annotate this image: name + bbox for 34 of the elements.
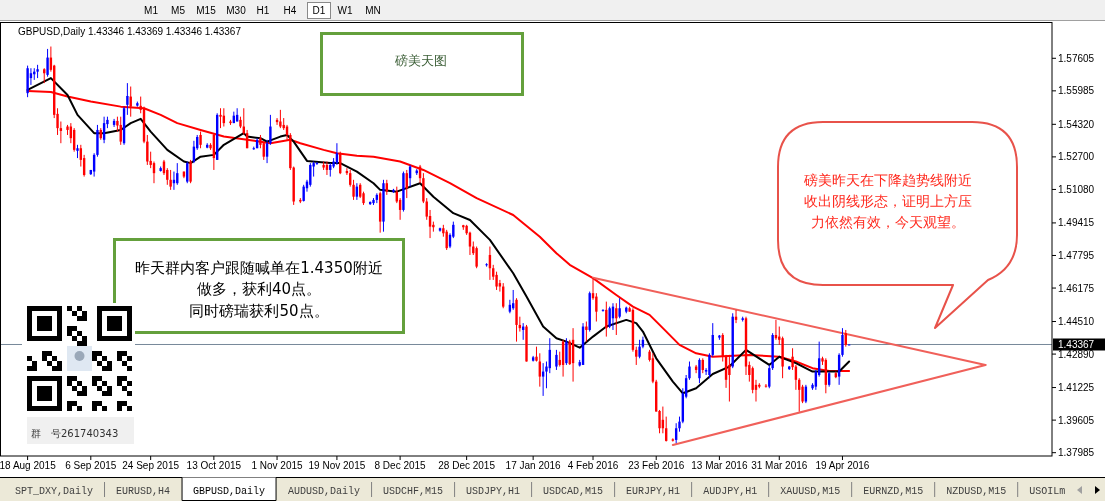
x-tick-label: 13 Mar 2016 xyxy=(691,460,748,471)
y-tick-label: 1.52700 xyxy=(1058,151,1095,163)
x-tick-label: 31 Mar 2016 xyxy=(751,460,808,471)
y-tick-label: 1.44510 xyxy=(1058,316,1095,328)
y-tick-label: 1.46175 xyxy=(1058,282,1095,294)
annotation: 群 号261740343 xyxy=(31,428,119,439)
y-tick-label: 1.47795 xyxy=(1058,249,1095,261)
x-tick-label: 24 Sep 2015 xyxy=(122,460,180,471)
ref-line-label: 1.43367 xyxy=(1058,339,1095,351)
x-tick-label: 19 Nov 2015 xyxy=(308,460,366,471)
y-tick-label: 1.42890 xyxy=(1058,348,1095,360)
annotation: 同时磅瑞获利50点。 xyxy=(189,302,329,320)
x-tick-label: 6 Sep 2015 xyxy=(65,460,117,471)
y-tick-label: 1.49415 xyxy=(1058,217,1095,229)
x-tick-label: 19 Apr 2016 xyxy=(815,460,870,471)
x-tick-label: 18 Aug 2015 xyxy=(0,460,57,471)
annotation: 磅美天图 xyxy=(394,53,447,68)
y-tick-label: 1.51080 xyxy=(1058,183,1095,195)
y-tick-label: 1.54320 xyxy=(1058,118,1095,130)
y-tick-label: 1.37985 xyxy=(1058,447,1095,459)
x-tick-label: 17 Jan 2016 xyxy=(505,460,562,471)
x-tick-label: 1 Nov 2015 xyxy=(251,460,304,471)
x-tick-label: 13 Oct 2015 xyxy=(186,460,242,471)
y-tick-label: 1.55985 xyxy=(1058,85,1095,97)
chart-title: GBPUSD,Daily 1.43346 1.43369 1.43346 1.43367 xyxy=(18,26,242,37)
annotation: 昨天群内客户跟随喊单在1.4350附近做多，获利40点。 xyxy=(135,259,383,298)
y-tick-label: 1.39605 xyxy=(1058,414,1095,426)
x-tick-label: 23 Feb 2016 xyxy=(628,460,685,471)
x-tick-label: 8 Dec 2015 xyxy=(374,460,427,471)
x-tick-label: 28 Dec 2015 xyxy=(438,460,496,471)
y-tick-label: 1.57605 xyxy=(1058,52,1095,64)
y-tick-label: 1.41225 xyxy=(1058,382,1095,394)
annotation: 磅美昨天在下降趋势线附近收出阴线形态，证明上方压力依然有效，今天观望。 xyxy=(803,172,972,230)
x-tick-label: 4 Feb 2016 xyxy=(567,460,619,471)
